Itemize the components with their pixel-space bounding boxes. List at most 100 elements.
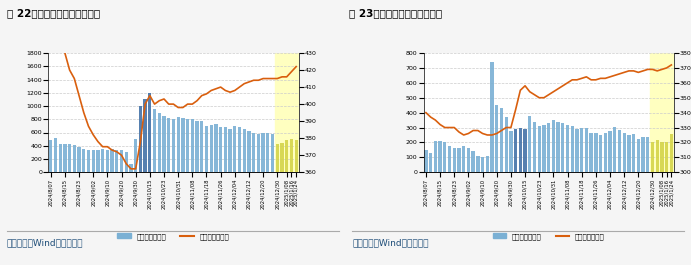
Bar <box>608 130 612 172</box>
Bar <box>172 119 175 172</box>
Bar <box>585 128 588 172</box>
Bar <box>627 135 631 172</box>
Bar <box>632 134 635 172</box>
Bar <box>167 118 171 172</box>
Bar <box>599 135 603 172</box>
Bar <box>261 132 265 172</box>
Bar <box>538 126 541 172</box>
Bar <box>618 130 621 172</box>
Bar <box>209 125 213 172</box>
Bar <box>77 147 81 172</box>
Bar <box>646 137 650 172</box>
Bar <box>523 129 527 172</box>
Bar <box>186 119 189 172</box>
Text: 图 22：本周中证转债指数表现: 图 22：本周中证转债指数表现 <box>7 8 100 18</box>
Bar <box>495 105 498 172</box>
Bar <box>556 122 560 172</box>
Bar <box>528 116 531 172</box>
Bar <box>129 164 133 172</box>
Bar <box>551 120 555 172</box>
Text: 数据来源：Wind，东北证券: 数据来源：Wind，东北证券 <box>7 238 84 248</box>
Bar <box>476 156 480 172</box>
Bar <box>594 134 598 172</box>
Bar <box>439 141 442 172</box>
Text: 图 23：本周上证转债指数表现: 图 23：本周上证转债指数表现 <box>349 8 442 18</box>
Bar <box>54 138 57 172</box>
Bar <box>87 150 90 172</box>
Bar <box>434 141 437 172</box>
Bar <box>580 127 583 172</box>
Bar <box>613 127 616 172</box>
Bar <box>266 133 269 172</box>
Bar <box>243 129 246 172</box>
Bar <box>191 119 194 172</box>
Bar <box>101 149 104 172</box>
Bar <box>429 153 433 172</box>
Legend: 成交额（亿元）, 收盘点位（右）: 成交额（亿元）, 收盘点位（右） <box>115 231 232 243</box>
Bar <box>281 143 283 172</box>
Bar <box>96 151 100 172</box>
Bar <box>604 134 607 172</box>
Bar <box>219 127 223 172</box>
Bar <box>158 113 161 172</box>
Bar <box>115 151 118 172</box>
Bar <box>120 150 123 172</box>
Bar <box>509 130 513 172</box>
Bar <box>466 148 470 172</box>
Bar <box>571 126 574 172</box>
Legend: 成交额（亿元）, 收盘点位（右）: 成交额（亿元）, 收盘点位（右） <box>490 231 607 243</box>
Bar <box>275 53 299 172</box>
Bar <box>82 149 86 172</box>
Bar <box>59 144 61 172</box>
Bar <box>139 106 142 172</box>
Bar <box>650 53 674 172</box>
Bar <box>623 133 626 172</box>
Bar <box>162 116 166 172</box>
Bar <box>134 139 138 172</box>
Bar <box>457 148 461 172</box>
Bar <box>589 134 593 172</box>
Bar <box>271 134 274 172</box>
Bar <box>462 146 465 172</box>
Bar <box>214 124 218 172</box>
Bar <box>144 99 146 172</box>
Bar <box>276 144 279 172</box>
Bar <box>247 131 251 172</box>
Bar <box>106 150 109 172</box>
Bar <box>176 117 180 172</box>
Bar <box>533 122 536 172</box>
Bar <box>64 144 66 172</box>
Bar <box>111 149 114 172</box>
Bar <box>491 62 493 172</box>
Bar <box>153 109 156 172</box>
Bar <box>124 152 128 172</box>
Bar <box>200 121 203 172</box>
Bar <box>448 146 451 172</box>
Text: 数据来源：Wind，东北证券: 数据来源：Wind，东北证券 <box>352 238 429 248</box>
Bar <box>238 127 241 172</box>
Bar <box>252 132 256 172</box>
Bar <box>542 125 546 172</box>
Bar <box>547 123 550 172</box>
Bar <box>49 140 53 172</box>
Bar <box>229 129 231 172</box>
Bar <box>519 127 522 172</box>
Bar <box>576 129 578 172</box>
Bar <box>68 144 71 172</box>
Bar <box>181 118 184 172</box>
Bar <box>205 126 208 172</box>
Bar <box>290 139 293 172</box>
Bar <box>661 143 663 172</box>
Bar <box>224 127 227 172</box>
Bar <box>641 137 645 172</box>
Bar <box>257 135 260 172</box>
Bar <box>148 93 151 172</box>
Bar <box>294 140 298 172</box>
Bar <box>424 150 428 172</box>
Bar <box>636 139 640 172</box>
Bar <box>566 125 569 172</box>
Bar <box>504 117 508 172</box>
Bar <box>486 156 489 172</box>
Bar <box>500 108 503 172</box>
Bar <box>670 134 673 172</box>
